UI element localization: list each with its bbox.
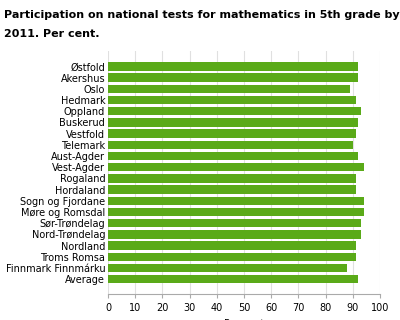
Bar <box>108 62 358 71</box>
Bar <box>108 208 364 216</box>
Bar <box>108 230 361 239</box>
Bar <box>108 107 361 116</box>
Bar <box>108 85 350 93</box>
Bar <box>108 140 353 149</box>
Bar <box>108 252 356 261</box>
Bar <box>108 275 358 283</box>
Text: 2011. Per cent.: 2011. Per cent. <box>4 29 100 39</box>
Bar <box>108 241 356 250</box>
Bar <box>108 185 356 194</box>
Bar <box>108 163 364 172</box>
Bar <box>108 152 358 160</box>
Bar <box>108 219 361 228</box>
Text: Participation on national tests for mathematics in 5th grade by counties.: Participation on national tests for math… <box>4 10 400 20</box>
Bar <box>108 129 356 138</box>
Bar <box>108 196 364 205</box>
Bar <box>108 96 356 104</box>
Bar <box>108 74 358 82</box>
Bar <box>108 264 347 272</box>
X-axis label: Per cent: Per cent <box>224 319 264 320</box>
Bar <box>108 174 356 183</box>
Bar <box>108 118 358 127</box>
